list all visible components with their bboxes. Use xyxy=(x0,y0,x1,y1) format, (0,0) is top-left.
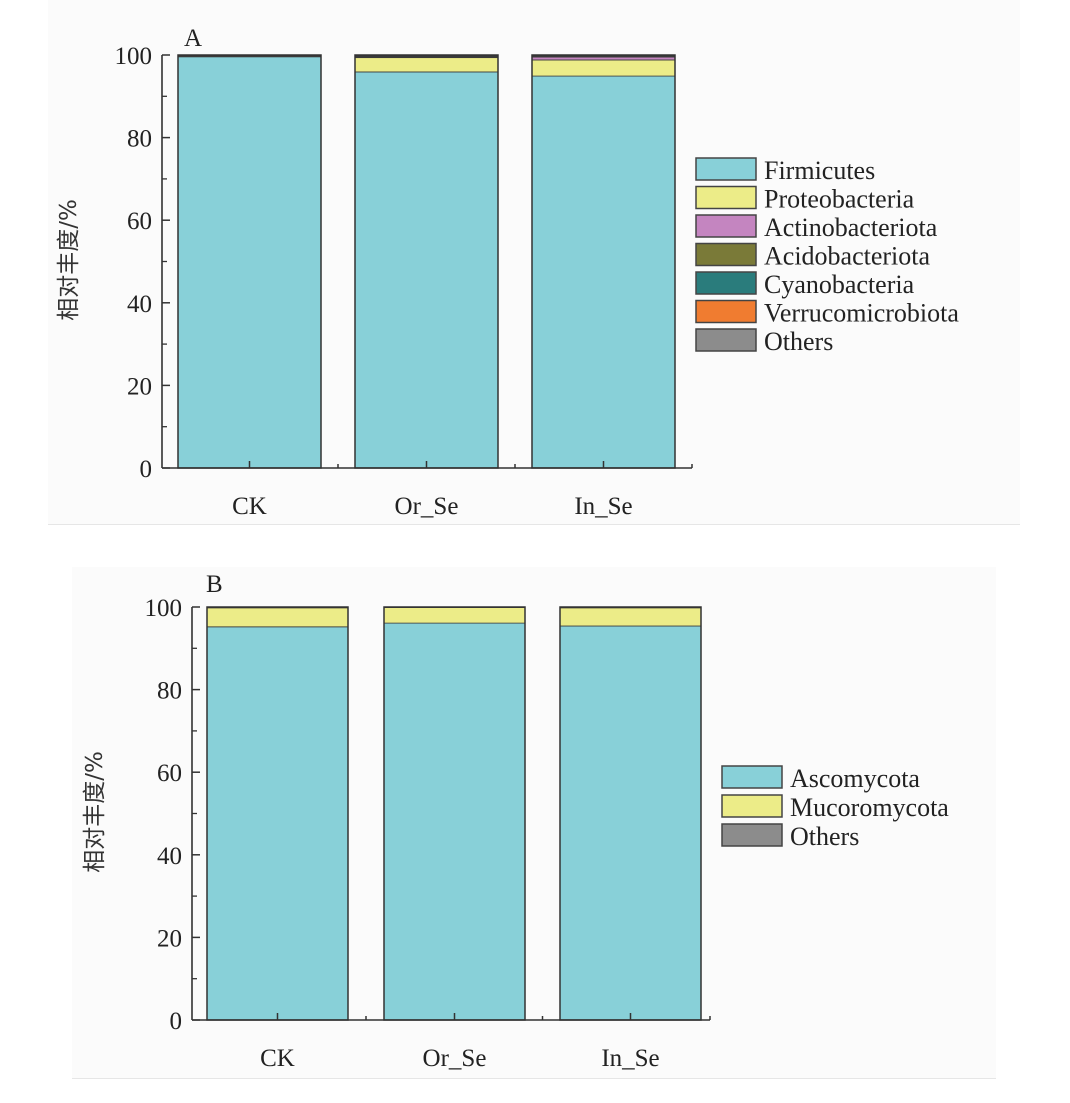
y-tick-label-b-1: 20 xyxy=(157,925,182,952)
chart-panel-a: A 相对丰度/% CK Or_Se In_Se 0 20 40 60 80 100 Firmicute… xyxy=(48,0,1020,525)
bar-segment-b-in-se-ascomycota xyxy=(559,625,702,1021)
legend-label-a-others: Others xyxy=(764,327,833,356)
x-tick-label-b-1: Or_Se xyxy=(423,1045,487,1072)
bar-segment-a-or-se-firmicutes xyxy=(354,71,499,469)
legend-label-b-mucoromycota: Mucoromycota xyxy=(790,793,949,822)
bar-segment-b-or-se-ascomycota xyxy=(383,622,526,1021)
bar-segment-a-ck-firmicutes xyxy=(177,56,322,469)
legend-swatch-a-firmicutes xyxy=(695,157,757,181)
legend-label-a-firmicutes: Firmicutes xyxy=(764,156,875,185)
chart-a-svg: A 相对丰度/% CK Or_Se In_Se 0 20 40 60 80 100 Firmicute… xyxy=(56,25,959,520)
bar-segment-a-in-se-firmicutes xyxy=(531,75,676,469)
legend-swatch-b-mucoromycota xyxy=(721,794,783,818)
legend-label-a-actinobacteriota: Actinobacteriota xyxy=(764,213,938,242)
legend-swatch-b-ascomycota xyxy=(721,765,783,789)
y-tick-label-a-2: 40 xyxy=(127,291,152,318)
bar-segment-b-ck-mucoromycota xyxy=(206,607,349,628)
y-axis-label-b: 相对丰度/% xyxy=(82,751,108,873)
y-tick-label-b-3: 60 xyxy=(157,760,182,787)
legend-label-b-others: Others xyxy=(790,822,859,851)
y-tick-label-b-0: 0 xyxy=(170,1008,183,1035)
legend-swatch-a-cyanobacteria xyxy=(695,271,757,295)
bar-segment-b-or-se-mucoromycota xyxy=(383,607,526,624)
legend-swatch-a-verrucomicrobiota xyxy=(695,299,757,324)
bar-segment-a-in-se-proteobacteria xyxy=(531,59,676,77)
bar-segment-a-in-se-actinobacteriota xyxy=(531,56,676,61)
y-tick-label-b-5: 100 xyxy=(145,595,183,622)
bar-segment-b-ck-ascomycota xyxy=(206,626,349,1021)
panel-letter-a: A xyxy=(184,25,202,52)
chart-b-svg: B 相对丰度/% CK Or_Se In_Se 0 20 40 60 80 100 Ascomycot… xyxy=(82,571,949,1072)
panel-letter-b: B xyxy=(206,571,223,598)
legend-swatch-a-acidobacteriota xyxy=(695,242,757,267)
y-tick-label-a-1: 20 xyxy=(127,373,152,400)
y-tick-label-a-4: 80 xyxy=(127,126,152,153)
legend-label-a-proteobacteria: Proteobacteria xyxy=(764,185,915,214)
x-tick-label-a-2: In_Se xyxy=(574,493,632,520)
y-tick-label-a-0: 0 xyxy=(140,456,153,483)
legend-swatch-a-others xyxy=(695,328,757,352)
x-tick-label-a-1: Or_Se xyxy=(395,493,459,520)
legend-label-a-verrucomicrobiota: Verrucomicrobiota xyxy=(764,299,959,328)
x-tick-label-b-2: In_Se xyxy=(601,1045,659,1072)
legend-swatch-b-others xyxy=(721,823,783,847)
legend-label-a-cyanobacteria: Cyanobacteria xyxy=(764,270,915,299)
y-axis-label-a: 相对丰度/% xyxy=(56,199,82,321)
legend-label-b-ascomycota: Ascomycota xyxy=(790,764,920,793)
chart-panel-b: B 相对丰度/% CK Or_Se In_Se 0 20 40 60 80 100 Ascomycot… xyxy=(72,567,996,1079)
y-tick-label-a-5: 100 xyxy=(115,43,153,70)
y-tick-label-b-4: 80 xyxy=(157,678,182,705)
legend-label-a-acidobacteriota: Acidobacteriota xyxy=(764,242,930,271)
x-tick-label-b-0: CK xyxy=(260,1045,295,1072)
legend-swatch-a-proteobacteria xyxy=(695,185,757,210)
y-tick-label-a-3: 60 xyxy=(127,208,152,235)
bar-segment-a-or-se-proteobacteria xyxy=(354,57,499,73)
legend-swatch-a-actinobacteriota xyxy=(695,214,757,238)
y-tick-label-b-2: 40 xyxy=(157,843,182,870)
bar-segment-b-in-se-mucoromycota xyxy=(559,607,702,627)
x-tick-label-a-0: CK xyxy=(232,493,267,520)
